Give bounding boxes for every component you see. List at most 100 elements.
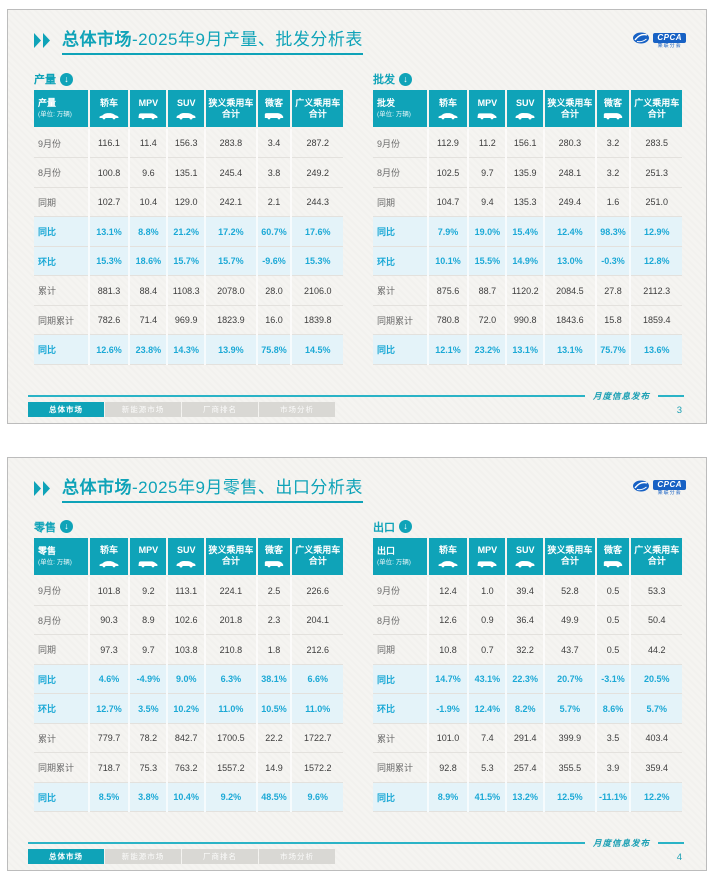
cell-value: 2084.5 bbox=[544, 275, 597, 306]
table-row: 9月份 116.1 11.4 156.3 283.8 3.4 287.2 bbox=[34, 128, 343, 159]
cell-value: 12.6% bbox=[88, 334, 131, 365]
cell-value: 403.4 bbox=[630, 723, 682, 754]
table-row: 9月份 112.9 11.2 156.1 280.3 3.2 283.5 bbox=[373, 128, 682, 159]
footer-bottom: 总体市场 新能源市场 厂商排名 市场分析 3 bbox=[28, 401, 686, 417]
tables-row: 零售 ↓ 零售 (单位: 万辆) 轿车 MPV SUV 狭义乘用车 合计 微客 广义乘用车 合计 … bbox=[34, 519, 682, 813]
cell-value: 13.6% bbox=[630, 334, 682, 365]
cell-value: 355.5 bbox=[544, 752, 597, 783]
footer-tab[interactable]: 新能源市场 bbox=[105, 849, 181, 864]
download-circle-icon[interactable]: ↓ bbox=[399, 520, 412, 534]
data-table: 批发 (单位: 万辆) 轿车 MPV SUV 狭义乘用车 合计 微客 广义乘用车 合计 9月份 11… bbox=[373, 90, 682, 365]
footer-tab[interactable]: 总体市场 bbox=[28, 849, 104, 864]
cell-value: 135.3 bbox=[506, 187, 546, 218]
cell-value: 257.4 bbox=[506, 752, 546, 783]
cell-value: 2106.0 bbox=[291, 275, 343, 306]
cell-value: 13.1% bbox=[544, 334, 597, 365]
cell-value: 23.8% bbox=[129, 334, 169, 365]
cell-value: 12.2% bbox=[630, 782, 682, 813]
cell-value: 22.2 bbox=[256, 723, 293, 754]
section-head: 产量 ↓ bbox=[34, 71, 343, 87]
row-label: 环比 bbox=[373, 246, 429, 277]
cell-value: 5.7% bbox=[630, 693, 682, 724]
row-label: 同比 bbox=[373, 664, 429, 695]
cpca-emblem-icon bbox=[632, 479, 650, 498]
column-header: MPV bbox=[129, 537, 169, 576]
table-group: 出口 ↓ 出口 (单位: 万辆) 轿车 MPV SUV 狭义乘用车 合计 微客 广义乘用车 合计 … bbox=[373, 519, 682, 813]
row-label: 9月份 bbox=[373, 575, 429, 606]
data-table: 产量 (单位: 万辆) 轿车 MPV SUV 狭义乘用车 合计 微客 广义乘用车 合计 9月份 11… bbox=[34, 90, 343, 365]
table-group: 零售 ↓ 零售 (单位: 万辆) 轿车 MPV SUV 狭义乘用车 合计 微客 广义乘用车 合计 … bbox=[34, 519, 343, 813]
cell-value: 287.2 bbox=[291, 128, 343, 159]
cell-value: 116.1 bbox=[88, 128, 131, 159]
footer-tab[interactable]: 市场分析 bbox=[259, 849, 335, 864]
cell-value: 12.4 bbox=[427, 575, 470, 606]
column-header: 广义乘用车 合计 bbox=[630, 90, 682, 129]
column-header: 微客 bbox=[595, 90, 632, 129]
cell-value: 12.7% bbox=[88, 693, 131, 724]
cell-value: 23.2% bbox=[468, 334, 508, 365]
cell-value: 11.0% bbox=[205, 693, 258, 724]
cell-value: 1700.5 bbox=[205, 723, 258, 754]
table-row: 环比 10.1% 15.5% 14.9% 13.0% -0.3% 12.8% bbox=[373, 246, 682, 277]
cell-value: 10.4 bbox=[129, 187, 169, 218]
cell-value: 90.3 bbox=[88, 605, 131, 636]
cell-value: 226.6 bbox=[291, 575, 343, 606]
row-label: 8月份 bbox=[34, 605, 90, 636]
section-head: 出口 ↓ bbox=[373, 519, 682, 535]
cpca-emblem-icon bbox=[632, 31, 650, 50]
cell-value: 50.4 bbox=[630, 605, 682, 636]
row-label: 同期累计 bbox=[373, 305, 429, 336]
footer-tab[interactable]: 厂商排名 bbox=[182, 849, 258, 864]
cell-value: 12.6 bbox=[427, 605, 470, 636]
table-row: 同期 10.8 0.7 32.2 43.7 0.5 44.2 bbox=[373, 634, 682, 665]
header-row: 产量 (单位: 万辆) 轿车 MPV SUV 狭义乘用车 合计 微客 广义乘用车 合计 bbox=[34, 90, 343, 129]
cell-value: 15.3% bbox=[291, 246, 343, 277]
cell-value: 359.4 bbox=[630, 752, 682, 783]
footer-rule: 月度信息发布 bbox=[28, 837, 686, 849]
row-label: 9月份 bbox=[373, 128, 429, 159]
header-row: 批发 (单位: 万辆) 轿车 MPV SUV 狭义乘用车 合计 微客 广义乘用车 合计 bbox=[373, 90, 682, 129]
cell-value: 4.6% bbox=[88, 664, 131, 695]
cell-value: 283.8 bbox=[205, 128, 258, 159]
row-label: 同比 bbox=[373, 334, 429, 365]
cell-value: 969.9 bbox=[167, 305, 207, 336]
cell-value: 129.0 bbox=[167, 187, 207, 218]
row-label: 8月份 bbox=[373, 605, 429, 636]
download-circle-icon[interactable]: ↓ bbox=[60, 520, 73, 534]
footer-tab[interactable]: 厂商排名 bbox=[182, 401, 258, 417]
header-row: 零售 (单位: 万辆) 轿车 MPV SUV 狭义乘用车 合计 微客 广义乘用车 合计 bbox=[34, 537, 343, 576]
cell-value: 13.2% bbox=[506, 782, 546, 813]
table-row: 9月份 12.4 1.0 39.4 52.8 0.5 53.3 bbox=[373, 575, 682, 606]
cell-value: 7.4 bbox=[468, 723, 508, 754]
cell-value: -1.9% bbox=[427, 693, 470, 724]
section-head: 零售 ↓ bbox=[34, 519, 343, 535]
footer-tab[interactable]: 新能源市场 bbox=[105, 401, 181, 417]
cell-value: 3.5 bbox=[595, 723, 632, 754]
section-label: 零售 bbox=[34, 521, 56, 534]
double-chevron-icon bbox=[34, 480, 55, 501]
cpca-logo: CPCA 乘联分会 bbox=[632, 31, 686, 50]
cell-value: 49.9 bbox=[544, 605, 597, 636]
header-row: 出口 (单位: 万辆) 轿车 MPV SUV 狭义乘用车 合计 微客 广义乘用车 合计 bbox=[373, 537, 682, 576]
cell-value: 156.1 bbox=[506, 128, 546, 159]
cell-value: 0.9 bbox=[468, 605, 508, 636]
cell-value: 9.4 bbox=[468, 187, 508, 218]
footer-tab[interactable]: 市场分析 bbox=[259, 401, 335, 417]
column-header: 狭义乘用车 合计 bbox=[544, 90, 597, 129]
download-circle-icon[interactable]: ↓ bbox=[399, 72, 412, 86]
row-label: 8月份 bbox=[34, 157, 90, 188]
column-header: 轿车 bbox=[88, 90, 131, 129]
cell-value: 75.3 bbox=[129, 752, 169, 783]
cell-value: 2.3 bbox=[256, 605, 293, 636]
cell-value: 11.4 bbox=[129, 128, 169, 159]
download-circle-icon[interactable]: ↓ bbox=[60, 72, 73, 86]
table-row: 同期累计 780.8 72.0 990.8 1843.6 15.8 1859.4 bbox=[373, 305, 682, 336]
cell-value: 3.4 bbox=[256, 128, 293, 159]
microvan-icon bbox=[598, 559, 629, 568]
cell-value: 52.8 bbox=[544, 575, 597, 606]
mpv-icon bbox=[470, 559, 504, 568]
footer-tab[interactable]: 总体市场 bbox=[28, 401, 104, 417]
footer-note: 月度信息发布 bbox=[592, 390, 650, 401]
cell-value: 399.9 bbox=[544, 723, 597, 754]
cell-value: 39.4 bbox=[506, 575, 546, 606]
